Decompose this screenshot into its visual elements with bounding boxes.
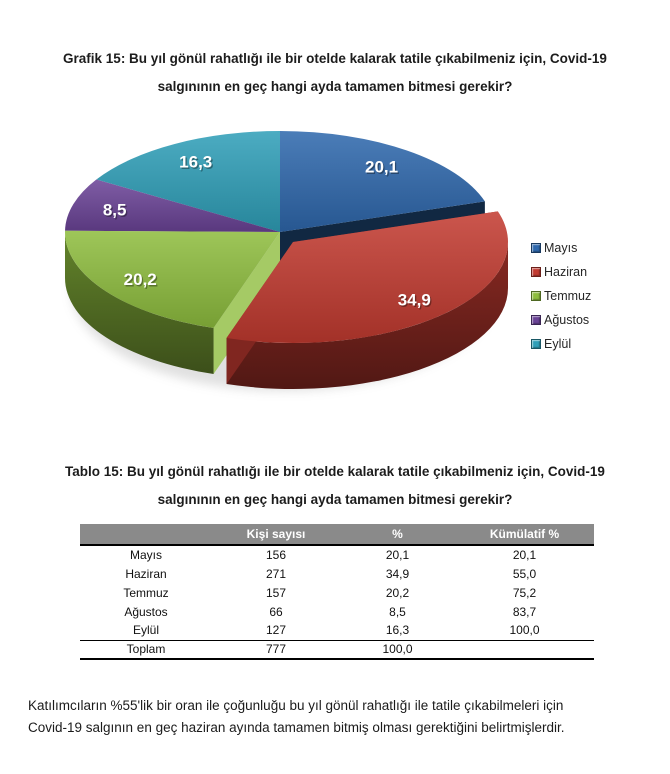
conclusion-paragraph: Katılımcıların %55'lik bir oran ile çoğu… (28, 695, 648, 739)
pie-label-agustos: 8,5 (103, 201, 127, 220)
legend-color-swatch (531, 291, 541, 301)
chart-title-line1: Grafik 15: Bu yıl gönül rahatlığı ile bi… (63, 51, 607, 66)
table-cell: 75,2 (512, 585, 537, 600)
legend-color-swatch (531, 243, 541, 253)
table-cell: 156 (265, 548, 287, 562)
table-row-haziran: Haziran 271 34,9 55,0 (80, 564, 594, 583)
table-cell: 8,5 (389, 604, 406, 619)
table-cell: 100,0 (509, 623, 540, 638)
table-cell: 34,9 (385, 566, 410, 581)
table-cell: Temmuz (123, 585, 169, 600)
table-header-category (80, 524, 212, 546)
table-header-row: Kişi sayısı% Kümülatif % (80, 524, 594, 546)
table-header-kumulatif-: Kümülatif % (455, 524, 594, 546)
table-body: Mayıs 156 20,1 20,1 Haziran 271 34,9 55,0 Temmuz… (80, 545, 594, 660)
pie-slice-temmuz (65, 230, 280, 329)
legend-color-swatch (531, 267, 541, 277)
table-row-eylul: Eylül 127 16,3 100,0 (80, 621, 594, 640)
legend-label: Mayıs (544, 241, 578, 255)
chart-title: Grafik 15: Bu yıl gönül rahatlığı ile bi… (0, 45, 670, 101)
table-cell: 100,0 (340, 639, 455, 660)
pie-label-shadow-agustos: 8,5 (104, 202, 128, 221)
table-row-temmuz: Temmuz 157 20,2 75,2 (80, 583, 594, 602)
legend-label: Ağustos (544, 313, 590, 327)
legend-item-mayis: Mayıs (531, 236, 591, 260)
legend-item-agustos: Ağustos (531, 308, 591, 332)
pie-label-temmuz: 20,2 (124, 270, 157, 289)
table-row-toplam: Toplam 777 100,0 (80, 639, 594, 660)
table-cell: Haziran (125, 566, 167, 581)
table-cell: 157 (265, 585, 287, 600)
table-title-line2: salgınının en geç hangi ayda tamamen bit… (157, 492, 513, 507)
table-cell: 16,3 (385, 623, 410, 638)
chart-legend: Mayıs Haziran Temmuz Ağustos Eylül (531, 236, 591, 356)
table-cell: 127 (265, 623, 287, 638)
table-cell: 66 (269, 604, 283, 619)
pie-slice-temmuz-wall (65, 232, 214, 375)
table-title-line1: Tablo 15: Bu yıl gönül rahatlığı ile bir… (65, 464, 605, 479)
pie-slice-eylul (96, 131, 280, 232)
pie-slice-agustos (65, 179, 281, 232)
legend-label: Eylül (544, 337, 572, 351)
pie-slice-haziran (226, 211, 508, 343)
table-header--: % (340, 524, 455, 546)
pie-label-haziran: 34,9 (398, 290, 431, 309)
table-cell: Toplam (80, 639, 212, 660)
table-header-row: Kişi sayısı% Kümülatif % (80, 524, 594, 546)
table-cell: 20,1 (385, 548, 410, 562)
table-cell: 20,2 (385, 585, 410, 600)
legend-label: Haziran (544, 265, 588, 279)
table-cell: Eylül (132, 623, 159, 638)
table-row-agustos: Ağustos 66 8,5 83,7 (80, 602, 594, 621)
pie-label-shadow-eylul: 16,3 (180, 154, 213, 173)
legend-item-temmuz: Temmuz (531, 284, 591, 308)
legend-label: Temmuz (544, 289, 592, 303)
legend-item-haziran: Haziran (531, 260, 591, 284)
table-cell (455, 639, 594, 660)
table-cell: 271 (265, 566, 287, 581)
pie-label-mayis: 20,1 (365, 158, 398, 177)
conclusion-line1: Katılımcıların %55'lik bir oran ile çoğu… (28, 698, 564, 713)
legend-color-swatch (531, 315, 541, 325)
table-title: Tablo 15: Bu yıl gönül rahatlığı ile bir… (0, 458, 670, 514)
conclusion-line2: Covid-19 salgının en geç haziran ayında … (28, 720, 565, 735)
pie-chart-svg: 20,120,134,934,920,220,28,58,516,316,3 (65, 131, 508, 391)
table-cell: Ağustos (124, 604, 168, 619)
table-cell: 55,0 (512, 566, 537, 581)
pie-slice-mayis (280, 131, 485, 232)
pie-chart-figure: 20,1 20,1 34,9 34,9 20,2 20,2 8,5 8,5 16,3 16,3 M… (0, 110, 670, 422)
chart-title-line2: salgınının en geç hangi ayda tamamen bit… (157, 79, 513, 94)
table-cell: 20,1 (512, 548, 537, 562)
table-cell: 777 (212, 639, 340, 660)
pie-label-shadow-mayis: 20,1 (366, 159, 399, 178)
table-cell: 83,7 (512, 604, 537, 619)
frequency-table: Kişi sayısı% Kümülatif % Mayıs 156 20,1 20,1… (80, 524, 594, 660)
pie-label-shadow-haziran: 34,9 (399, 292, 432, 311)
table-row-mayis: Mayıs 156 20,1 20,1 (80, 545, 594, 564)
table-cell: Mayıs (129, 548, 162, 562)
pie-label-eylul: 16,3 (179, 153, 212, 172)
legend-item-eylul: Eylül (531, 332, 591, 356)
pie-slice-haziran-wall (226, 242, 508, 389)
pie-label-shadow-temmuz: 20,2 (125, 272, 158, 291)
table-header-kisi-sayisi: Kişi sayısı (212, 524, 340, 546)
legend-color-swatch (531, 339, 541, 349)
